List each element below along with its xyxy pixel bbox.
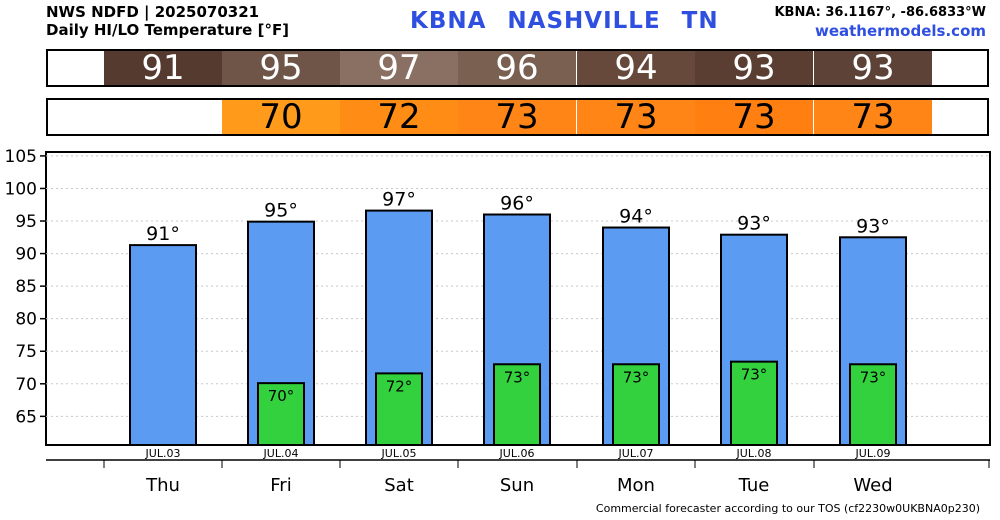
product-subtitle: Daily HI/LO Temperature [°F] <box>46 21 290 39</box>
low-temp-label: 72° <box>386 377 413 395</box>
high-temp-cell: 95 <box>222 51 340 85</box>
low-temp-cell: 73 <box>458 100 576 134</box>
date-label: JUL.07 <box>618 447 654 460</box>
low-temp-label: 73° <box>741 366 768 384</box>
high-temp-cell: 93 <box>695 51 813 85</box>
date-label: JUL.03 <box>145 447 181 460</box>
low-temp-bar <box>612 363 660 446</box>
y-tick-label: 75 <box>15 342 37 362</box>
y-tick-label: 90 <box>15 245 37 265</box>
low-temperature-strip: 70 72 73 73 73 73 <box>46 98 989 136</box>
low-temp-label: 73° <box>504 368 531 386</box>
temperature-bar-chart: 65 70 75 80 85 90 95 100 105 91° 95° 70° 97° 72° 96° 73… <box>5 147 991 496</box>
day-label: Sat <box>384 475 414 496</box>
low-temp-bar <box>375 372 423 446</box>
high-temp-bar <box>129 244 197 446</box>
high-temp-label: 95° <box>264 200 298 222</box>
low-temp-bar <box>493 363 541 446</box>
low-temp-cell: 73 <box>814 100 932 134</box>
low-temp-bar <box>730 360 778 446</box>
station-title: KBNA NASHVILLE TN <box>410 8 719 34</box>
footer-note: Commercial forecaster according to our T… <box>595 502 980 515</box>
low-temp-label: 73° <box>860 368 887 386</box>
low-temp-label: 70° <box>268 387 295 405</box>
date-label: JUL.05 <box>381 447 417 460</box>
high-temp-cell: 94 <box>577 51 695 85</box>
high-temp-cell: 93 <box>814 51 932 85</box>
high-temp-label: 93° <box>856 215 890 237</box>
high-temp-label: 91° <box>146 223 180 245</box>
site-link[interactable]: weathermodels.com <box>814 22 986 40</box>
y-tick-label: 85 <box>15 277 37 297</box>
y-tick-label: 100 <box>5 179 37 199</box>
high-temp-cell: 96 <box>458 51 576 85</box>
station-coordinates: KBNA: 36.1167°, -86.6833°W <box>774 5 986 20</box>
low-temp-cell: 73 <box>577 100 695 134</box>
y-tick-label: 65 <box>15 407 37 427</box>
day-label: Tue <box>738 475 770 496</box>
high-temperature-strip: 91 95 97 96 94 93 93 <box>46 49 989 87</box>
date-label: JUL.09 <box>855 447 891 460</box>
high-temp-label: 97° <box>382 189 416 211</box>
y-tick-label: 70 <box>15 375 37 395</box>
high-temp-cell: 91 <box>104 51 222 85</box>
y-tick-label: 105 <box>5 147 37 167</box>
low-temp-bar <box>849 363 897 446</box>
y-tick-label: 80 <box>15 310 37 330</box>
day-label: Mon <box>617 475 655 496</box>
date-label: JUL.08 <box>736 447 772 460</box>
high-temp-label: 94° <box>619 206 653 228</box>
date-label: JUL.04 <box>263 447 299 460</box>
high-temp-label: 93° <box>737 213 771 235</box>
day-label: Thu <box>145 475 180 496</box>
date-label: JUL.06 <box>499 447 535 460</box>
day-label: Wed <box>853 475 892 496</box>
low-temp-bar <box>257 382 305 446</box>
low-temp-cell: 70 <box>222 100 340 134</box>
low-temp-cell: 73 <box>695 100 813 134</box>
y-tick-label: 95 <box>15 212 37 232</box>
day-label: Sun <box>500 475 534 496</box>
low-temp-cell: 72 <box>340 100 458 134</box>
low-temp-label: 73° <box>623 368 650 386</box>
day-label: Fri <box>270 475 291 496</box>
high-temp-label: 96° <box>500 193 534 215</box>
product-title: NWS NDFD | 2025070321 <box>46 3 260 21</box>
high-temp-cell: 97 <box>340 51 458 85</box>
